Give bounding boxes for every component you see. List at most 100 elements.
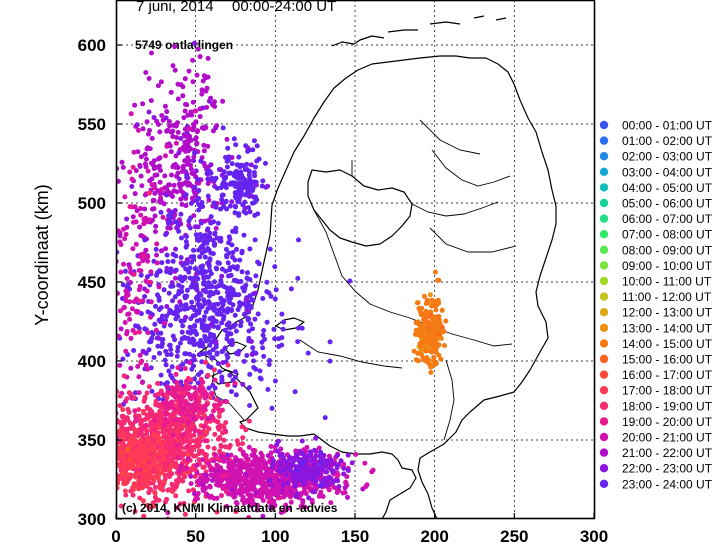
- lightning-strike: [183, 402, 189, 408]
- lightning-strike: [212, 279, 217, 285]
- lightning-strike: [160, 214, 166, 220]
- lightning-strike: [158, 168, 163, 173]
- lightning-strike: [94, 404, 99, 409]
- lightning-strike: [129, 438, 135, 444]
- lightning-strike: [218, 465, 224, 471]
- lightning-strike: [177, 307, 183, 313]
- lightning-strike: [169, 172, 174, 178]
- lightning-strike: [178, 211, 184, 217]
- lightning-strike: [244, 190, 250, 196]
- lightning-strike: [194, 470, 200, 476]
- lightning-strike: [425, 330, 431, 336]
- lightning-strike: [161, 423, 167, 429]
- lightning-strike: [272, 264, 278, 270]
- lightning-strike: [246, 418, 252, 424]
- lightning-strike: [130, 246, 136, 252]
- lightning-strike: [187, 225, 193, 231]
- lightning-strike: [143, 362, 149, 368]
- lightning-strike: [183, 192, 189, 198]
- lightning-strike: [197, 254, 203, 260]
- lightning-strike: [175, 129, 181, 135]
- lightning-strike: [199, 359, 205, 365]
- lightning-strike: [167, 342, 173, 348]
- lightning-strike: [144, 502, 150, 508]
- lightning-strike: [139, 485, 145, 491]
- lightning-strike: [116, 456, 122, 461]
- lightning-strike: [205, 373, 211, 379]
- lightning-strike: [205, 246, 211, 251]
- lightning-strike: [147, 146, 153, 152]
- lightning-strike: [235, 189, 241, 195]
- lightning-strike: [121, 432, 127, 438]
- lightning-strike: [244, 353, 250, 358]
- x-tick-label: 150: [341, 527, 369, 545]
- legend-label: 17:00 - 18:00 UT: [622, 384, 713, 398]
- lightning-strike: [443, 318, 449, 324]
- lightning-strike: [122, 194, 128, 200]
- lightning-strike: [262, 464, 268, 470]
- lightning-strike: [160, 429, 166, 435]
- lightning-strike: [188, 200, 194, 206]
- lightning-strike: [440, 328, 446, 333]
- lightning-strike: [156, 458, 162, 464]
- lightning-strike: [212, 104, 218, 109]
- lightning-strike: [183, 101, 188, 107]
- lightning-strike: [246, 335, 252, 341]
- lightning-strike: [107, 441, 112, 446]
- lightning-strike: [231, 277, 237, 283]
- lightning-strike: [187, 181, 193, 187]
- lightning-strike: [186, 126, 192, 132]
- lightning-strike: [197, 54, 203, 60]
- lightning-strike: [260, 513, 266, 519]
- lightning-strike: [436, 352, 442, 358]
- lightning-strike: [345, 452, 351, 458]
- lightning-strike: [117, 403, 123, 409]
- lightning-strike: [214, 311, 220, 317]
- lightning-strike: [190, 353, 196, 359]
- lightning-strike: [229, 242, 235, 248]
- lightning-strike: [107, 457, 112, 462]
- lightning-strike: [256, 476, 262, 482]
- lightning-strike: [191, 342, 197, 347]
- lightning-strike: [190, 158, 196, 164]
- lightning-strike: [260, 345, 266, 351]
- lightning-strike: [140, 101, 146, 107]
- lightning-strike: [155, 391, 161, 397]
- lightning-strike: [225, 382, 231, 388]
- lightning-strike: [320, 467, 326, 473]
- lightning-strike: [278, 510, 284, 515]
- lightning-strike: [193, 400, 198, 406]
- lightning-strike: [213, 319, 219, 324]
- lightning-strike: [327, 339, 333, 345]
- lightning-strike: [252, 173, 258, 179]
- lightning-strike: [430, 341, 436, 347]
- lightning-strike: [212, 99, 217, 105]
- lightning-strike: [136, 390, 142, 396]
- lightning-strike: [136, 329, 142, 335]
- lightning-strike: [187, 418, 192, 424]
- lightning-strike: [182, 474, 188, 480]
- lightning-strike: [316, 445, 322, 451]
- copyright-credit: (c) 2014, KNMI Klimaatdata en -advies: [122, 501, 338, 515]
- lightning-strike: [156, 284, 162, 290]
- lightning-strike: [138, 421, 144, 427]
- lightning-strike: [216, 260, 222, 266]
- lightning-strike: [164, 380, 170, 386]
- lightning-strike: [205, 274, 211, 280]
- lightning-strike: [210, 416, 216, 421]
- lightning-strike: [230, 254, 235, 260]
- lightning-strike: [184, 161, 190, 167]
- lightning-strike: [174, 505, 180, 511]
- legend-label: 10:00 - 11:00 UT: [622, 275, 712, 289]
- legend-swatch: [599, 401, 609, 410]
- lightning-strike: [200, 263, 206, 269]
- lightning-strike: [328, 500, 334, 506]
- legend-label: 02:00 - 03:00 UT: [622, 150, 713, 164]
- lightning-strike: [178, 82, 184, 88]
- lightning-strike: [211, 307, 217, 313]
- lightning-strike: [140, 258, 146, 264]
- lightning-strike: [157, 350, 162, 356]
- lightning-strike: [226, 445, 232, 451]
- lightning-strike: [318, 449, 324, 455]
- lightning-strike: [312, 489, 318, 495]
